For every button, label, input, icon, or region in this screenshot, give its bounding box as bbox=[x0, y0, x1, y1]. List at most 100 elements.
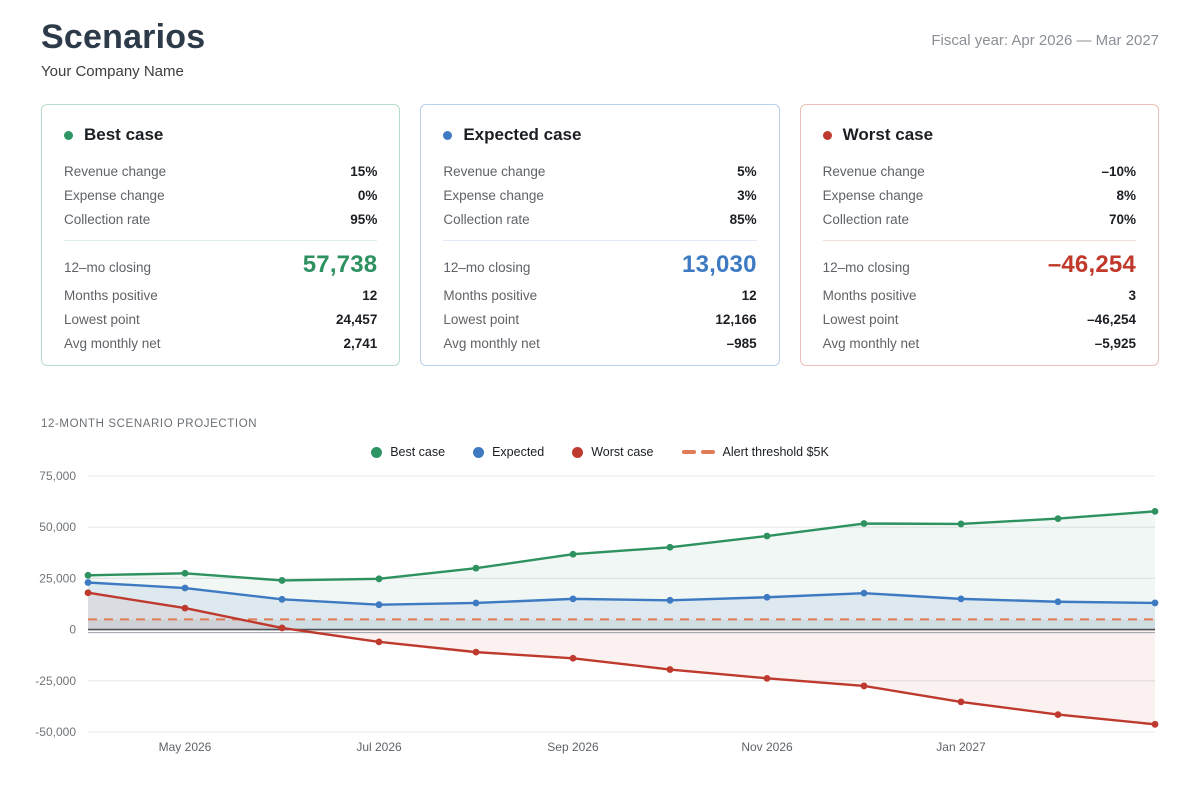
legend-worst-dot-icon bbox=[572, 446, 584, 458]
svg-text:-50,000: -50,000 bbox=[35, 725, 76, 739]
scenario-card-worst: Worst case Revenue change –10% Expense ch… bbox=[799, 104, 1159, 366]
row-value: 2,741 bbox=[343, 335, 378, 351]
series-line-best-case bbox=[86, 510, 1157, 582]
scenarios-dashboard: Scenarios Your Company Name Fiscal year:… bbox=[35, 18, 1159, 763]
series-best-case bbox=[84, 507, 1159, 584]
series-worst-case bbox=[84, 589, 1159, 728]
card-row: Collection rate 95% bbox=[64, 207, 377, 231]
closing-value: 57,738 bbox=[302, 251, 378, 278]
data-point bbox=[375, 638, 383, 646]
row-label: Lowest point bbox=[443, 311, 520, 327]
projection-section: 12-MONTH SCENARIO PROJECTION Best case E… bbox=[35, 418, 1159, 763]
closing-value: 13,030 bbox=[682, 251, 757, 278]
data-point bbox=[181, 584, 189, 592]
x-axis-tick-label: Nov 2026 bbox=[741, 740, 793, 754]
card-header: Worst case bbox=[822, 125, 1136, 145]
row-value: 3% bbox=[737, 187, 757, 203]
legend-label: Worst case bbox=[591, 445, 654, 459]
card-highlight-row: 12–mo closing 13,030 bbox=[443, 249, 756, 283]
svg-text:25,000: 25,000 bbox=[39, 571, 76, 585]
card-header: Best case bbox=[64, 125, 377, 145]
row-label: Revenue change bbox=[822, 163, 925, 179]
row-value: 3 bbox=[1128, 287, 1136, 303]
card-row: Avg monthly net 2,741 bbox=[64, 331, 377, 355]
card-highlight-row: 12–mo closing –46,254 bbox=[823, 249, 1136, 283]
row-label: Avg monthly net bbox=[64, 335, 161, 351]
data-point bbox=[278, 595, 286, 603]
svg-text:-25,000: -25,000 bbox=[35, 674, 76, 688]
area-fill-expected bbox=[88, 582, 1155, 630]
row-value: 0% bbox=[357, 187, 378, 203]
data-point bbox=[84, 571, 92, 579]
legend-item-expected: Expected bbox=[473, 445, 544, 459]
data-point bbox=[472, 564, 480, 572]
data-point bbox=[763, 532, 771, 540]
card-row: Collection rate 85% bbox=[443, 207, 756, 231]
legend-label: Alert threshold $5K bbox=[722, 445, 829, 459]
data-point bbox=[1151, 507, 1159, 515]
legend-expected-dot-icon bbox=[473, 446, 485, 458]
card-row: Revenue change –10% bbox=[823, 159, 1136, 183]
card-row: Expense change 3% bbox=[443, 183, 756, 207]
data-point bbox=[375, 575, 383, 583]
row-value: 8% bbox=[1116, 187, 1136, 203]
card-row: Expense change 8% bbox=[823, 183, 1136, 207]
best-case-dot-icon bbox=[64, 130, 73, 140]
expected-case-dot-icon bbox=[443, 130, 453, 140]
svg-text:75,000: 75,000 bbox=[39, 469, 76, 483]
card-row: Revenue change 15% bbox=[64, 159, 377, 183]
card-header: Expected case bbox=[443, 125, 756, 145]
page-title: Scenarios bbox=[41, 18, 206, 56]
card-row: Lowest point 24,457 bbox=[64, 307, 377, 331]
legend-label: Expected bbox=[492, 445, 545, 459]
chart-title: 12-MONTH SCENARIO PROJECTION bbox=[41, 418, 258, 430]
row-value: 12 bbox=[741, 287, 757, 303]
series-line-expected bbox=[86, 581, 1157, 606]
card-title: Expected case bbox=[463, 125, 582, 144]
legend-item-threshold: Alert threshold $5K bbox=[681, 445, 829, 459]
data-point bbox=[181, 604, 189, 612]
svg-text:50,000: 50,000 bbox=[39, 520, 76, 534]
row-label: Expense change bbox=[64, 187, 165, 203]
area-fill-best-case bbox=[88, 511, 1155, 630]
row-label: Avg monthly net bbox=[822, 335, 920, 351]
scenario-cards: Best case Revenue change 15% Expense chan… bbox=[41, 104, 1159, 366]
legend-item-best: Best case bbox=[371, 445, 445, 459]
legend-best-dot-icon bbox=[371, 446, 383, 458]
card-row: Lowest point –46,254 bbox=[823, 307, 1136, 331]
row-label: Expense change bbox=[822, 187, 924, 203]
row-value: –5,925 bbox=[1094, 335, 1136, 351]
legend-label: Best case bbox=[390, 445, 446, 459]
row-label: Collection rate bbox=[64, 211, 151, 227]
data-point bbox=[569, 550, 577, 558]
data-point bbox=[860, 589, 868, 597]
row-value: 70% bbox=[1108, 211, 1136, 227]
x-axis-tick-label: Jan 2027 bbox=[936, 740, 986, 754]
row-value: 5% bbox=[737, 163, 757, 179]
row-value: 95% bbox=[350, 211, 378, 227]
row-label: Months positive bbox=[822, 287, 917, 303]
data-point bbox=[181, 569, 189, 577]
row-label: Avg monthly net bbox=[443, 335, 540, 351]
data-point bbox=[666, 543, 674, 551]
legend-item-worst: Worst case bbox=[572, 445, 654, 459]
data-point bbox=[763, 593, 771, 601]
alert-zone-band bbox=[88, 619, 1155, 630]
row-value: –46,254 bbox=[1087, 311, 1136, 327]
data-point bbox=[278, 577, 286, 584]
data-point bbox=[1151, 599, 1159, 607]
area-fill-worst-case bbox=[88, 592, 1155, 725]
row-label: Collection rate bbox=[822, 211, 909, 227]
svg-text:0: 0 bbox=[69, 623, 76, 637]
row-label: Months positive bbox=[443, 287, 538, 303]
data-point bbox=[569, 654, 577, 662]
row-label: Revenue change bbox=[443, 163, 546, 179]
data-point bbox=[860, 682, 868, 690]
card-row: Months positive 3 bbox=[823, 283, 1136, 307]
title-block: Scenarios Your Company Name bbox=[41, 18, 205, 80]
row-value: 12,166 bbox=[715, 311, 757, 327]
data-point bbox=[763, 674, 771, 682]
page-header: Scenarios Your Company Name Fiscal year:… bbox=[41, 18, 1159, 80]
data-point bbox=[569, 595, 577, 603]
card-row: Months positive 12 bbox=[443, 283, 756, 307]
